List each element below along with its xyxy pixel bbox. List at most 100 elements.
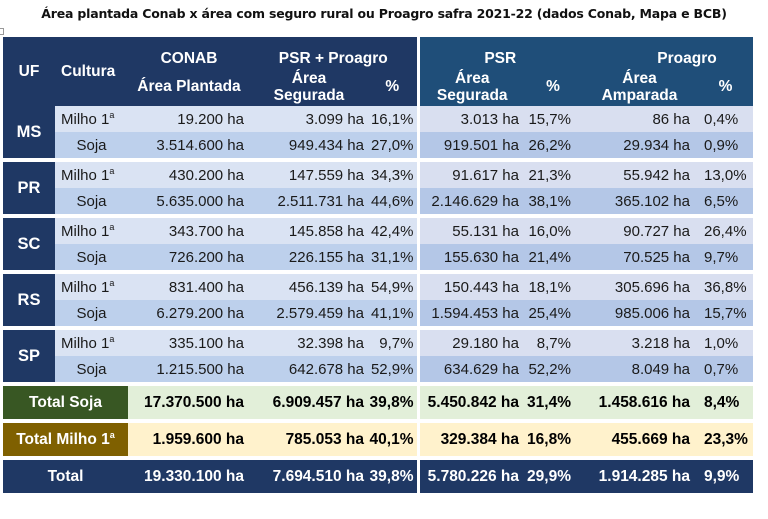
proagro-pct-cell: 6,5%: [698, 188, 753, 214]
gap-cell: [3, 382, 55, 386]
group-header-conab: CONAB: [128, 37, 250, 67]
gap-cell: [525, 326, 581, 330]
psr-area-cell: 150.443 ha: [416, 274, 525, 300]
psr-proagro-pct-cell: 34,3%: [368, 162, 418, 188]
psr-area-cell: 1.594.453 ha: [416, 300, 525, 326]
psr-pct-cell: 52,2%: [525, 356, 581, 382]
col-header-psr-proagro-area: Área Segurada: [250, 67, 368, 106]
total-psr-proagro-pct-cell: 40,1%: [368, 423, 418, 456]
total-psr-area-cell: 5.780.226 ha: [416, 460, 525, 493]
proagro-area-cell: 86 ha: [581, 106, 698, 132]
proagro-pct-cell: 0,7%: [698, 356, 753, 382]
total-area-plantada-cell: 1.959.600 ha: [128, 423, 250, 456]
proagro-pct-cell: 26,4%: [698, 218, 753, 244]
psr-proagro-pct-cell: 54,9%: [368, 274, 418, 300]
proagro-pct-cell: 0,4%: [698, 106, 753, 132]
gap-cell: [128, 214, 250, 218]
proagro-area-cell: 29.934 ha: [581, 132, 698, 158]
group-header-psr-proagro: PSR + Proagro: [250, 37, 418, 67]
proagro-pct-cell: 15,7%: [698, 300, 753, 326]
total-area-plantada-cell: 19.330.100 ha: [128, 460, 250, 493]
crop-cell: Soja: [55, 132, 128, 158]
total-psr-area-cell: 5.450.842 ha: [416, 386, 525, 419]
gap-cell: [55, 382, 128, 386]
col-header-proagro-pct: %: [698, 67, 753, 106]
psr-pct-cell: 21,4%: [525, 244, 581, 270]
psr-proagro-area-cell: 3.099 ha: [250, 106, 368, 132]
table-row: SP Milho 1a 335.100 ha 32.398 ha 9,7% 29.180 …: [3, 330, 753, 382]
page-title: Área plantada Conab x área com seguro ru…: [41, 6, 727, 21]
gap-cell: [698, 214, 753, 218]
uf-cell: SP: [3, 330, 55, 382]
crop-cell: Milho 1a: [55, 162, 128, 188]
crop-label: Soja: [76, 248, 107, 266]
col-header-area-plantada: Área Plantada: [128, 67, 250, 106]
amparada-label: Amparada: [601, 86, 678, 104]
psr-proagro-pct-cell: 9,7%: [368, 330, 418, 356]
col-header-proagro-area: Área Amparada: [581, 67, 698, 106]
gap-cell: [55, 158, 128, 162]
gap-cell: [368, 214, 418, 218]
gap-cell: [3, 158, 55, 162]
crop-cell: Milho 1a: [55, 106, 128, 132]
psr-area-cell: 3.013 ha: [416, 106, 525, 132]
gap-cell: [3, 270, 55, 274]
psr-proagro-area-cell: 2.579.459 ha: [250, 300, 368, 326]
crop-label: Milho 1: [61, 167, 110, 184]
psr-pct-cell: 25,4%: [525, 300, 581, 326]
gap-cell: [416, 419, 525, 423]
gap-cell: [368, 158, 418, 162]
total-label: Total: [3, 460, 128, 493]
gap-cell: [581, 214, 698, 218]
gap-cell: [368, 270, 418, 274]
total-psr-pct-cell: 16,8%: [525, 423, 581, 456]
psr-area-cell: 634.629 ha: [416, 356, 525, 382]
crop-ordinal: a: [109, 334, 115, 344]
psr-area-cell: 155.630 ha: [416, 244, 525, 270]
gap-cell: [250, 326, 368, 330]
gap-cell: [368, 382, 418, 386]
proagro-area-cell: 985.006 ha: [581, 300, 698, 326]
segurada-label: Segurada: [436, 86, 508, 104]
gap-cell: [128, 326, 250, 330]
crop-cell: Milho 1a: [55, 274, 128, 300]
uf-cell: PR: [3, 162, 55, 214]
crop-cell: Milho 1a: [55, 330, 128, 356]
proagro-area-cell: 90.727 ha: [581, 218, 698, 244]
row-gap: [3, 456, 753, 460]
col-header-psr-area: Área Segurada: [416, 67, 525, 106]
proagro-pct-cell: 9,7%: [698, 244, 753, 270]
gap-cell: [698, 158, 753, 162]
total-row-soja: Total Soja 17.370.500 ha 6.909.457 ha 39,8%…: [3, 386, 753, 419]
gap-cell: [416, 158, 525, 162]
gap-cell: [698, 270, 753, 274]
proagro-area-cell: 305.696 ha: [581, 274, 698, 300]
table-resize-handle[interactable]: [0, 28, 4, 35]
gap-cell: [525, 214, 581, 218]
proagro-pct-cell: 36,8%: [698, 274, 753, 300]
gap-cell: [581, 419, 698, 423]
gap-cell: [55, 419, 128, 423]
crop-label: Milho 1: [61, 279, 110, 296]
psr-pct-cell: 8,7%: [525, 330, 581, 356]
total-label: Total Milho 1a: [3, 423, 128, 456]
area-plantada-cell: 5.635.000 ha: [128, 188, 250, 214]
psr-area-cell: 919.501 ha: [416, 132, 525, 158]
gap-cell: [416, 382, 525, 386]
table-row: Soja 1.215.500 ha 642.678 ha 52,9% 634.629 h…: [3, 356, 753, 382]
row-gap: [3, 382, 753, 386]
crop-label: Milho 1: [61, 335, 110, 352]
total-proagro-pct-cell: 8,4%: [698, 386, 753, 419]
crop-cell: Milho 1a: [55, 218, 128, 244]
gap-cell: [250, 419, 368, 423]
row-gap: [3, 270, 753, 274]
total-label-text: Total Milho 1: [16, 431, 110, 448]
total-psr-proagro-pct-cell: 39,8%: [368, 460, 418, 493]
crop-cell: Soja: [55, 300, 128, 326]
gap-cell: [250, 158, 368, 162]
table-row: MS Milho 1a 19.200 ha 3.099 ha 16,1% 3.013 ha…: [3, 106, 753, 158]
psr-pct-cell: 21,3%: [525, 162, 581, 188]
row-gap: [3, 214, 753, 218]
data-table: UF Cultura CONAB PSR + Proagro PSR Proag…: [3, 37, 753, 493]
area-plantada-cell: 1.215.500 ha: [128, 356, 250, 382]
